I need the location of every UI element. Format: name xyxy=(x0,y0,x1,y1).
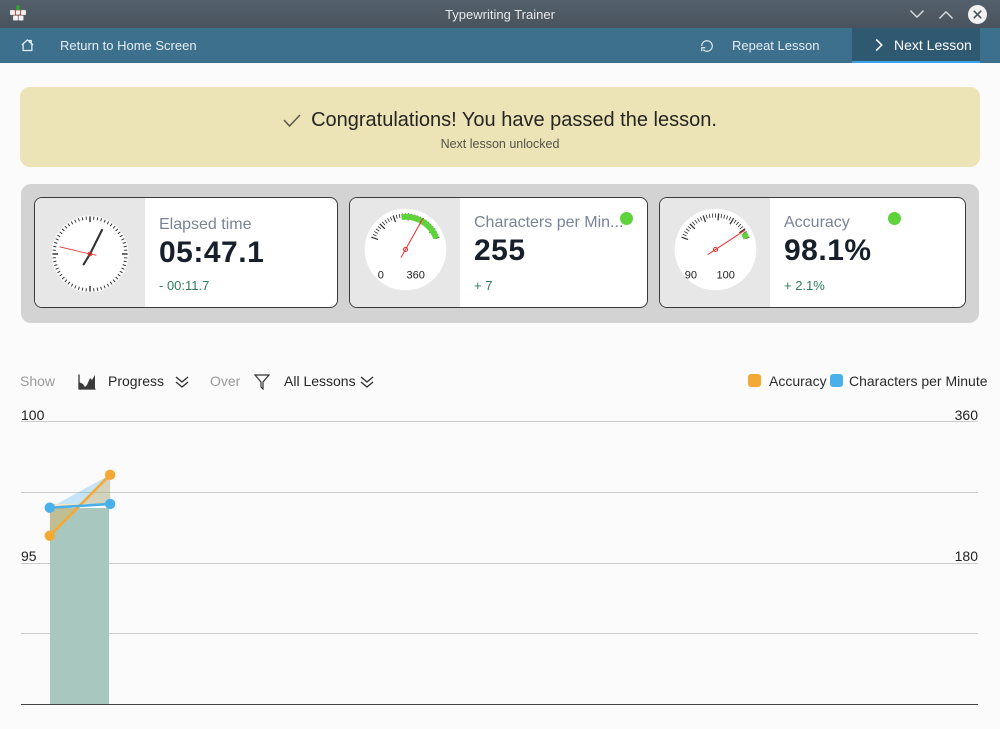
svg-text:0: 0 xyxy=(378,269,384,281)
svg-text:360: 360 xyxy=(406,269,424,281)
svg-text:100: 100 xyxy=(716,269,734,281)
svg-text:90: 90 xyxy=(685,269,697,281)
